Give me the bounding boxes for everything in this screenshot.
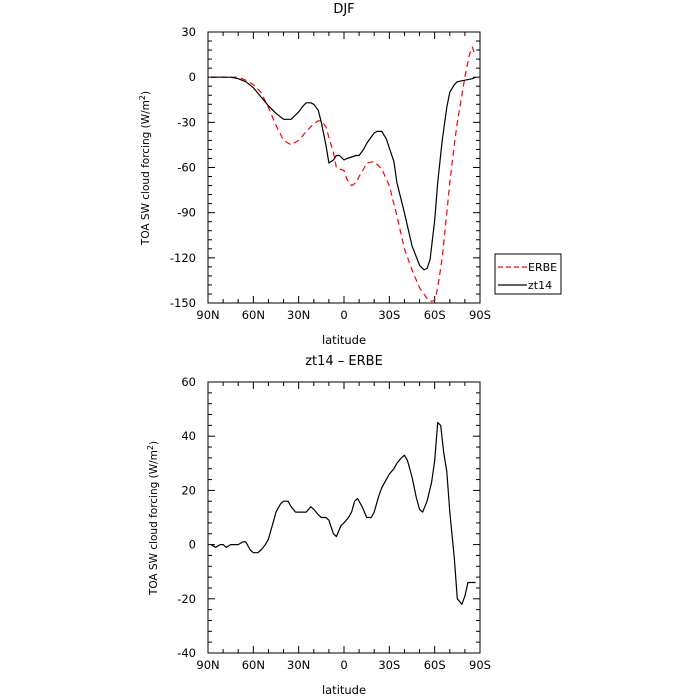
x-tick-label: 90S <box>469 658 491 672</box>
top-chart-y-axis-label: TOA SW cloud forcing (W/m2) <box>138 91 152 246</box>
legend-erbe-label: ERBE <box>528 261 557 274</box>
series-line-erbe <box>211 46 477 303</box>
x-tick-label: 30N <box>287 658 310 672</box>
y-tick-label: -40 <box>177 646 196 660</box>
y-tick-label: 40 <box>181 429 196 443</box>
bottom-chart-y-axis-label: TOA SW cloud forcing (W/m2) <box>146 441 160 596</box>
y-tick-label: -120 <box>170 251 196 265</box>
x-tick-label: 60S <box>424 308 446 322</box>
x-tick-label: 60N <box>242 308 265 322</box>
bottom-chart-title: zt14 – ERBE <box>305 354 383 369</box>
y-tick-label: -60 <box>177 161 196 175</box>
x-tick-label: 60N <box>242 658 265 672</box>
top-chart-x-axis-label: latitude <box>322 333 366 347</box>
x-tick-label: 0 <box>340 308 347 322</box>
y-tick-label: -20 <box>177 592 196 606</box>
x-tick-label: 30S <box>378 658 400 672</box>
y-tick-label: 20 <box>181 483 196 497</box>
svg-text:TOA SW cloud forcing (W/m2): TOA SW cloud forcing (W/m2) <box>138 91 152 246</box>
bottom-chart-x-axis-label: latitude <box>322 683 366 697</box>
series-line-zt14 <box>211 76 476 271</box>
top-chart: DJF TOA SW cloud forcing (W/m2) latitude… <box>138 2 562 347</box>
y-tick-label: -150 <box>170 296 196 310</box>
y-tick-label: -30 <box>177 115 196 129</box>
x-tick-label: 0 <box>340 658 347 672</box>
x-tick-label: 90S <box>469 308 491 322</box>
top-chart-title: DJF <box>333 2 354 17</box>
x-tick-label: 30S <box>378 308 400 322</box>
top-chart-legend: ERBE zt14 <box>494 253 562 295</box>
y-tick-label: 60 <box>181 375 196 389</box>
legend-box <box>494 253 562 295</box>
x-tick-label: 90N <box>196 658 219 672</box>
y-tick-label: 0 <box>189 538 196 552</box>
x-tick-label: 60S <box>424 658 446 672</box>
y-tick-label: 30 <box>181 25 196 39</box>
y-tick-label: -90 <box>177 206 196 220</box>
series-line-difference <box>210 422 476 605</box>
x-tick-label: 90N <box>196 308 219 322</box>
x-tick-label: 30N <box>287 308 310 322</box>
plot-frame <box>207 381 481 654</box>
y-tick-label: 0 <box>189 70 196 84</box>
legend-zt14-label: zt14 <box>528 279 552 292</box>
bottom-chart: zt14 – ERBE TOA SW cloud forcing (W/m2) … <box>146 354 491 697</box>
svg-text:TOA SW cloud forcing (W/m2): TOA SW cloud forcing (W/m2) <box>146 441 160 596</box>
